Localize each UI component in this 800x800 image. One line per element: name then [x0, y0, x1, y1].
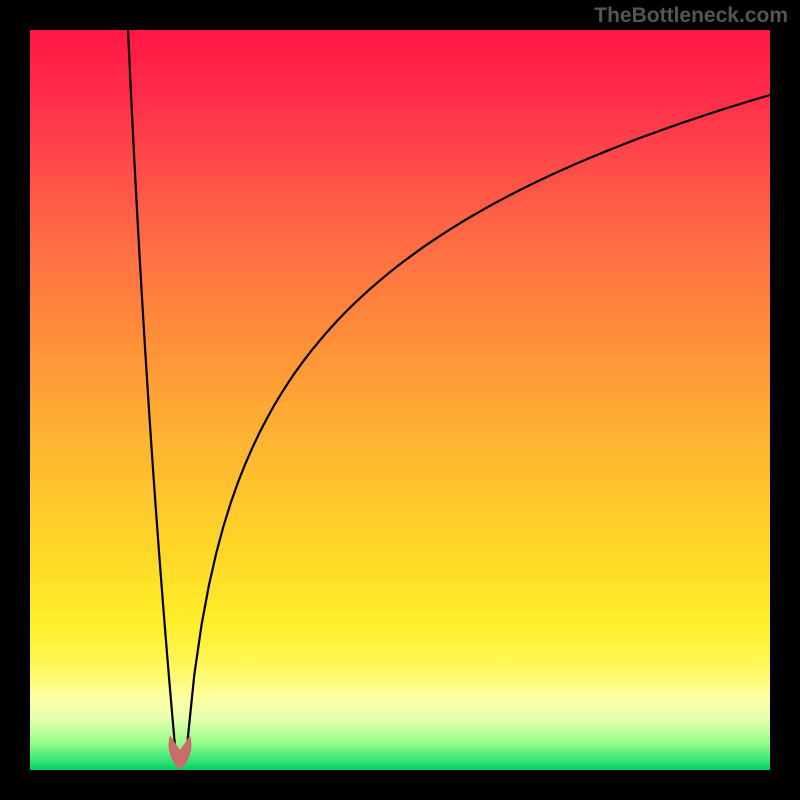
- bottleneck-curve: [128, 30, 770, 746]
- chart-container: TheBottleneck.com: [0, 0, 800, 800]
- plot-area: [30, 30, 770, 770]
- watermark-text: TheBottleneck.com: [594, 4, 788, 28]
- curve-layer: [30, 30, 770, 770]
- bottleneck-marker: [169, 735, 192, 769]
